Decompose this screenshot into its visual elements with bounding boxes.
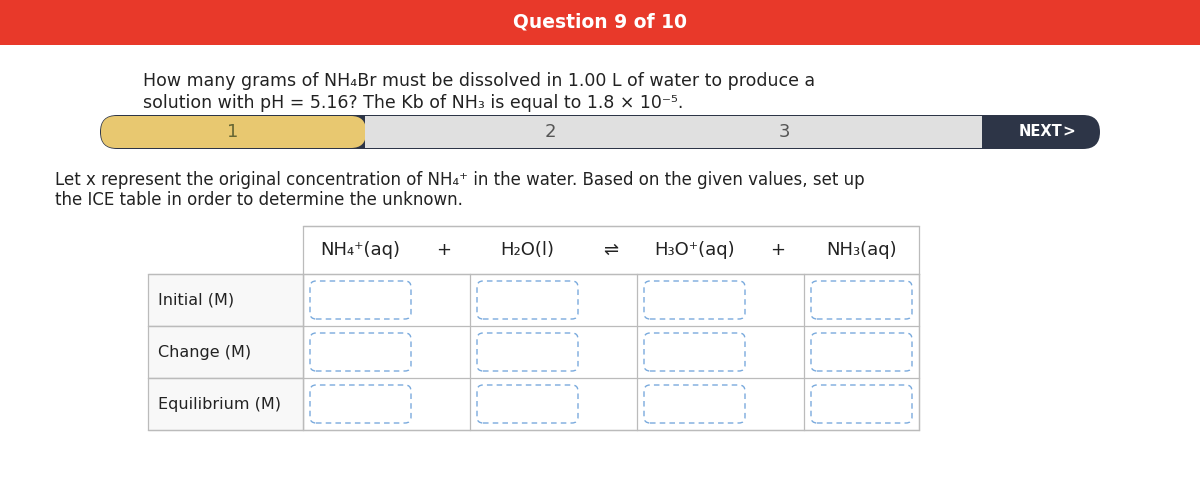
Text: NEXT: NEXT <box>1019 124 1063 139</box>
Bar <box>302 226 919 430</box>
Text: H₃O⁺(aq): H₃O⁺(aq) <box>654 241 734 259</box>
FancyBboxPatch shape <box>644 385 745 423</box>
FancyBboxPatch shape <box>644 281 745 319</box>
FancyBboxPatch shape <box>101 116 366 148</box>
FancyBboxPatch shape <box>310 281 410 319</box>
FancyBboxPatch shape <box>478 281 578 319</box>
Text: solution with pH = 5.16? The Kb of NH₃ is equal to 1.8 × 10⁻⁵.: solution with pH = 5.16? The Kb of NH₃ i… <box>143 94 683 112</box>
FancyBboxPatch shape <box>310 333 410 371</box>
Bar <box>148 274 302 326</box>
Text: H₂O(l): H₂O(l) <box>500 241 554 259</box>
Text: +: + <box>437 241 451 259</box>
Text: NH₃(aq): NH₃(aq) <box>826 241 896 259</box>
FancyBboxPatch shape <box>478 333 578 371</box>
Text: NH₄⁺(aq): NH₄⁺(aq) <box>320 241 401 259</box>
Bar <box>148 378 302 430</box>
Text: Initial (M): Initial (M) <box>158 293 234 308</box>
Text: >: > <box>1063 124 1075 139</box>
Text: Change (M): Change (M) <box>158 345 251 360</box>
FancyBboxPatch shape <box>811 333 912 371</box>
Bar <box>0 0 1200 45</box>
Text: the ICE table in order to determine the unknown.: the ICE table in order to determine the … <box>55 191 463 209</box>
Text: 1: 1 <box>227 123 238 141</box>
Text: Let x represent the original concentration of NH₄⁺ in the water. Based on the gi: Let x represent the original concentrati… <box>55 171 865 189</box>
FancyBboxPatch shape <box>310 385 410 423</box>
Text: +: + <box>770 241 786 259</box>
Text: 2: 2 <box>545 123 556 141</box>
Text: How many grams of NH₄Br must be dissolved in 1.00 L of water to produce a: How many grams of NH₄Br must be dissolve… <box>143 72 815 90</box>
FancyBboxPatch shape <box>100 115 1100 149</box>
Text: 3: 3 <box>779 123 791 141</box>
FancyBboxPatch shape <box>811 281 912 319</box>
FancyBboxPatch shape <box>478 385 578 423</box>
Text: ⇌: ⇌ <box>604 241 618 259</box>
Bar <box>365 116 982 148</box>
Text: Equilibrium (M): Equilibrium (M) <box>158 396 281 412</box>
Bar <box>148 326 302 378</box>
FancyBboxPatch shape <box>811 385 912 423</box>
FancyBboxPatch shape <box>644 333 745 371</box>
Text: Question 9 of 10: Question 9 of 10 <box>514 13 686 32</box>
